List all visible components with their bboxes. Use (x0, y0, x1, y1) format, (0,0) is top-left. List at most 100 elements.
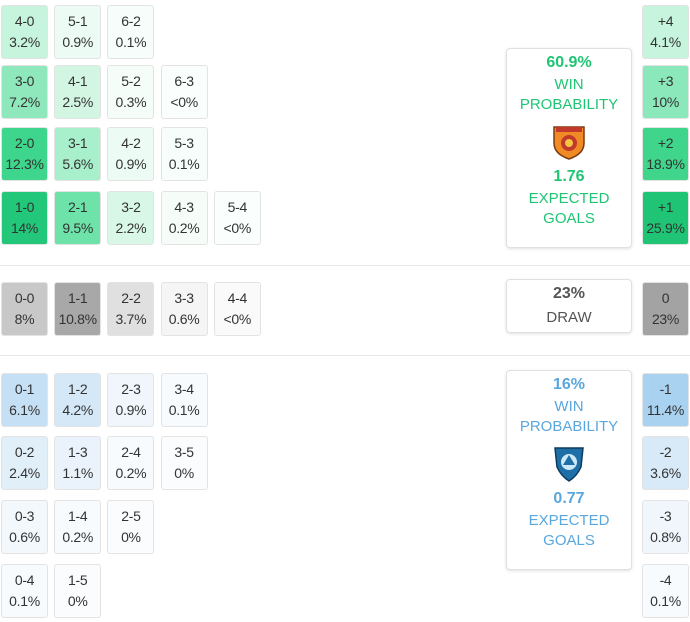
score-label: 1-1 (68, 290, 88, 306)
score-cell: 1-3 1.1% (54, 436, 102, 490)
probability: 5.6% (62, 156, 94, 172)
score-cell: +4 4.1% (642, 5, 689, 59)
score-label: 2-5 (121, 508, 141, 524)
home-xg: 1.76 (553, 168, 585, 185)
score-label: +3 (657, 73, 674, 89)
home-xg-label: EXPECTED GOALS (528, 190, 610, 227)
score-cell: 1-5 0% (54, 564, 102, 618)
score-cell: 0-1 6.1% (1, 373, 48, 427)
draw-prob: 23% (552, 285, 586, 302)
score-label: 3-0 (14, 73, 35, 89)
probability: 9.5% (62, 220, 94, 236)
score-label: -3 (659, 508, 672, 524)
score-label: 4-3 (174, 199, 194, 215)
probability: 0.2% (62, 529, 94, 545)
probability: 10.8% (58, 311, 98, 327)
score-cell: +2 18.9% (642, 127, 689, 181)
probability: 0.1% (9, 593, 40, 609)
score-cell: 2-5 0% (107, 500, 155, 554)
score-label: +1 (657, 199, 674, 215)
score-label: 6-2 (121, 13, 141, 29)
score-label: 6-3 (174, 73, 194, 89)
score-cell: 3-4 0.1% (160, 373, 208, 427)
probability: <0% (223, 220, 252, 236)
probability: 0.2% (115, 465, 147, 481)
score-label: 4-1 (68, 73, 88, 89)
probability: 0.9% (62, 34, 94, 50)
score-label: 1-2 (68, 381, 88, 397)
score-label: 4-2 (121, 135, 141, 151)
score-cell: 0-2 2.4% (1, 436, 48, 490)
score-cell: 5-2 0.3% (107, 65, 155, 119)
score-label: 0 (661, 290, 670, 306)
probability: 0.6% (9, 529, 40, 545)
probability: 0% (174, 465, 194, 481)
probability: 0.6% (168, 311, 200, 327)
score-label: 5-2 (121, 73, 141, 89)
score-cell: 1-4 0.2% (54, 500, 102, 554)
score-label: 5-4 (227, 199, 248, 215)
score-cell: 5-1 0.9% (54, 5, 102, 59)
score-label: 1-3 (68, 444, 88, 460)
score-label: 2-0 (14, 135, 35, 151)
probability: 14% (10, 220, 39, 236)
score-cell: 3-2 2.2% (107, 191, 155, 245)
score-label: 2-1 (68, 199, 88, 215)
probability: 11.4% (646, 402, 685, 418)
probability: 4.1% (650, 34, 681, 50)
score-cell: 2-2 3.7% (107, 282, 155, 336)
away-win: 16% (552, 376, 586, 393)
probability: 0.1% (650, 593, 681, 609)
probability: 23% (651, 311, 680, 327)
score-label: 2-4 (121, 444, 141, 460)
probability: 10% (651, 94, 680, 110)
score-label: 5-3 (174, 135, 194, 151)
score-cell: 4-0 3.2% (1, 5, 48, 59)
score-label: 4-0 (14, 13, 35, 29)
score-label: 3-1 (68, 135, 88, 151)
probability: 0% (67, 593, 88, 609)
probability: 0.2% (168, 220, 200, 236)
probability: 3.2% (9, 34, 40, 50)
divider (0, 265, 690, 266)
score-cell: 2-3 0.9% (107, 373, 155, 427)
home-summary: 60.9% WIN PROBABILITY 1.76 EXPECTED GOAL… (506, 48, 632, 248)
score-label: -2 (659, 444, 672, 460)
probability: <0% (170, 94, 198, 110)
probability: 25.9% (646, 220, 685, 236)
score-label: 1-5 (68, 572, 88, 588)
score-label: 0-2 (14, 444, 35, 460)
score-cell: 4-4 <0% (213, 282, 261, 336)
away-summary: 16% WIN PROBABILITY 0.77 EXPECTED GOALS (506, 370, 632, 570)
score-cell: 2-0 12.3% (1, 127, 48, 181)
away-xg-label: EXPECTED GOALS (528, 512, 610, 549)
probability: 12.3% (5, 156, 44, 172)
probability: 0.8% (650, 529, 681, 545)
probability: 2.2% (115, 220, 147, 236)
score-cell: 0-3 0.6% (1, 500, 48, 554)
probability: 3.7% (115, 311, 147, 327)
probability: 0.3% (115, 94, 147, 110)
score-cell: 4-2 0.9% (107, 127, 155, 181)
score-label: 5-1 (68, 13, 88, 29)
score-cell: 4-1 2.5% (54, 65, 102, 119)
probability: 8% (14, 311, 35, 327)
score-cell: 4-3 0.2% (160, 191, 208, 245)
probability: <0% (223, 311, 252, 327)
score-cell: 3-0 7.2% (1, 65, 48, 119)
draw-label: DRAW (546, 309, 592, 326)
score-label: 1-4 (68, 508, 88, 524)
score-label: +4 (657, 13, 674, 29)
score-cell: -3 0.8% (642, 500, 689, 554)
score-cell: -1 11.4% (642, 373, 689, 427)
score-cell: 5-4 <0% (213, 191, 261, 245)
score-label: 0-3 (14, 508, 35, 524)
score-cell: 6-2 0.1% (107, 5, 155, 59)
score-label: 3-3 (174, 290, 194, 306)
away-xg: 0.77 (553, 490, 585, 507)
score-cell: 3-5 0% (160, 436, 208, 490)
home-logo (553, 126, 585, 160)
score-label: 3-2 (121, 199, 141, 215)
score-label: -1 (659, 381, 672, 397)
